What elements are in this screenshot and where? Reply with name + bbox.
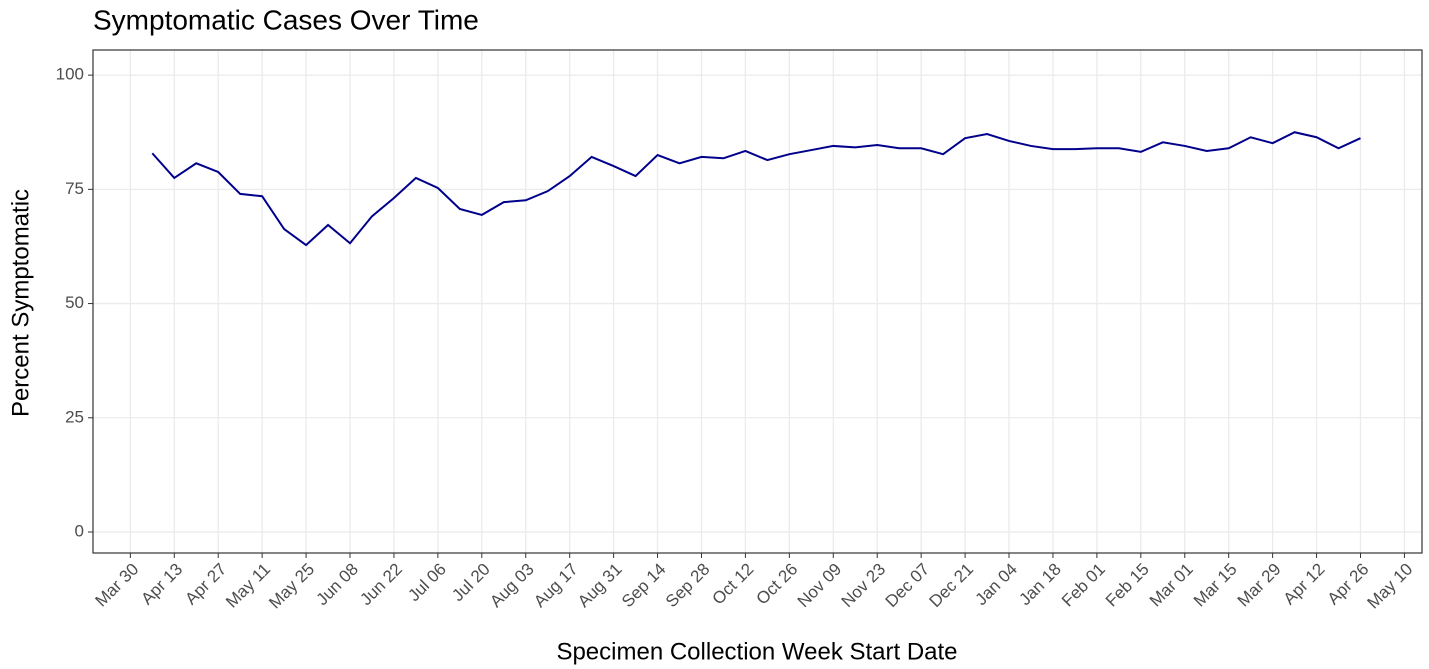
plot-border — [92, 49, 1423, 554]
x-tick-label: Jan 04 — [971, 560, 1021, 610]
x-axis-label: Specimen Collection Week Start Date — [556, 638, 957, 665]
x-tick-label: Mar 30 — [91, 560, 142, 611]
x-tick-label: Oct 12 — [709, 560, 758, 609]
x-tick-label: Jun 22 — [356, 560, 406, 610]
x-tick-label: Aug 03 — [486, 560, 538, 612]
x-tick-label: Feb 15 — [1102, 560, 1153, 611]
x-tick-label: Nov 09 — [794, 560, 846, 612]
x-tick-label: Sep 14 — [618, 560, 670, 612]
data-line — [151, 131, 1361, 247]
x-tick-label: Mar 29 — [1234, 560, 1285, 611]
x-tick-label: Apr 13 — [137, 560, 186, 609]
x-tick-label: Apr 27 — [181, 560, 230, 609]
x-tick-label: May 25 — [265, 560, 318, 613]
x-tick-label: Oct 26 — [752, 560, 801, 609]
x-tick-label: Mar 15 — [1190, 560, 1241, 611]
x-tick-label: Aug 31 — [574, 560, 626, 612]
x-tick-label: Dec 07 — [882, 560, 934, 612]
x-tick-label: May 11 — [222, 560, 274, 612]
x-tick-label: Nov 23 — [838, 560, 890, 612]
x-tick-label: Jul 06 — [404, 560, 450, 606]
y-tick-label: 50 — [65, 293, 84, 312]
y-tick-label: 100 — [56, 65, 84, 84]
x-tick-label: May 10 — [1364, 560, 1417, 613]
x-tick-label: Jun 08 — [312, 560, 362, 610]
y-tick-label: 25 — [65, 407, 84, 426]
y-tick-label: 75 — [65, 179, 84, 198]
x-tick-label: Jan 18 — [1015, 560, 1065, 610]
y-axis-label: Percent Symptomatic — [7, 189, 34, 417]
y-tick-label: 0 — [75, 521, 84, 540]
chart-title: Symptomatic Cases Over Time — [93, 4, 479, 35]
x-tick-label: Apr 12 — [1280, 560, 1329, 609]
x-tick-label: Mar 01 — [1146, 560, 1197, 611]
x-tick-label: Feb 01 — [1058, 560, 1109, 611]
x-tick-label: Aug 17 — [530, 560, 582, 612]
x-tick-label: Dec 21 — [926, 560, 978, 612]
x-tick-label: Sep 28 — [662, 560, 714, 612]
